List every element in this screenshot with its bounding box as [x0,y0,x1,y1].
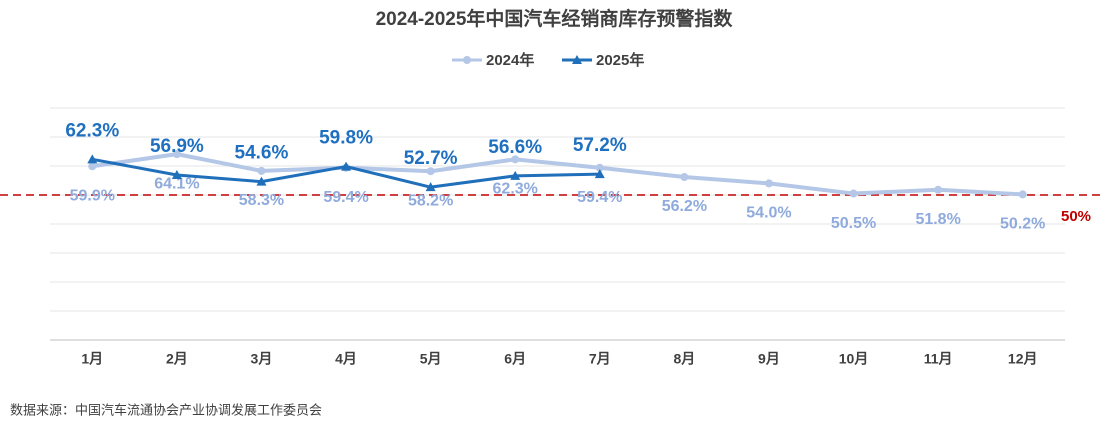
x-tick-label: 11月 [924,351,953,367]
data-label: 56.6% [488,137,542,158]
data-label: 59.9% [70,188,115,205]
data-label: 64.1% [154,175,199,192]
legend-label: 2025年 [596,51,644,69]
series-line [92,152,1023,197]
data-label: 52.7% [404,148,458,169]
data-label: 58.3% [239,192,284,209]
data-label: 56.2% [662,198,707,215]
point [88,162,97,171]
source-note: 数据来源：中国汽车流通协会产业协调发展工作委员会 [10,402,322,417]
data-label: 57.2% [573,135,627,156]
x-tick-label: 12月 [1008,351,1038,367]
point [594,169,605,179]
point [934,185,943,194]
point [680,173,689,182]
point [510,170,521,180]
legend-marker [463,56,471,64]
x-tick-label: 6月 [504,351,526,367]
legend-marker [572,55,582,64]
point [171,169,182,179]
x-tick-label: 5月 [420,351,442,367]
point [341,161,352,171]
data-label: 59.4% [323,189,368,206]
data-label: 54.6% [235,143,289,164]
x-tick-label: 8月 [673,351,695,367]
data-label: 51.8% [915,211,960,228]
legend-label: 2024年 [486,51,534,69]
data-label: 62.3% [65,120,119,141]
data-label: 59.8% [319,128,373,149]
point [256,176,267,186]
data-label: 56.9% [150,136,204,157]
x-tick-label: 10月 [839,351,869,367]
point [257,166,266,175]
point [595,163,604,172]
x-tick-label: 2月 [166,351,188,367]
x-tick-label: 4月 [335,351,357,367]
data-label: 50.2% [1000,216,1045,233]
data-label: 59.4% [577,189,622,206]
x-tick-label: 7月 [589,351,611,367]
point [849,189,858,198]
point [425,182,436,192]
x-tick-label: 3月 [251,351,273,367]
reference-label: 50% [1061,208,1091,225]
point [1018,190,1027,199]
data-label: 58.2% [408,192,453,209]
point [87,154,98,164]
data-label: 54.0% [746,205,791,222]
point [511,155,520,164]
data-label: 62.3% [493,181,538,198]
chart-title: 2024-2025年中国汽车经销商库存预警指数 [376,7,734,30]
x-tick-label: 9月 [758,351,780,367]
x-tick-label: 1月 [81,351,103,367]
point [764,179,773,188]
point [426,167,435,176]
data-label: 50.5% [831,215,876,232]
point [172,150,181,159]
